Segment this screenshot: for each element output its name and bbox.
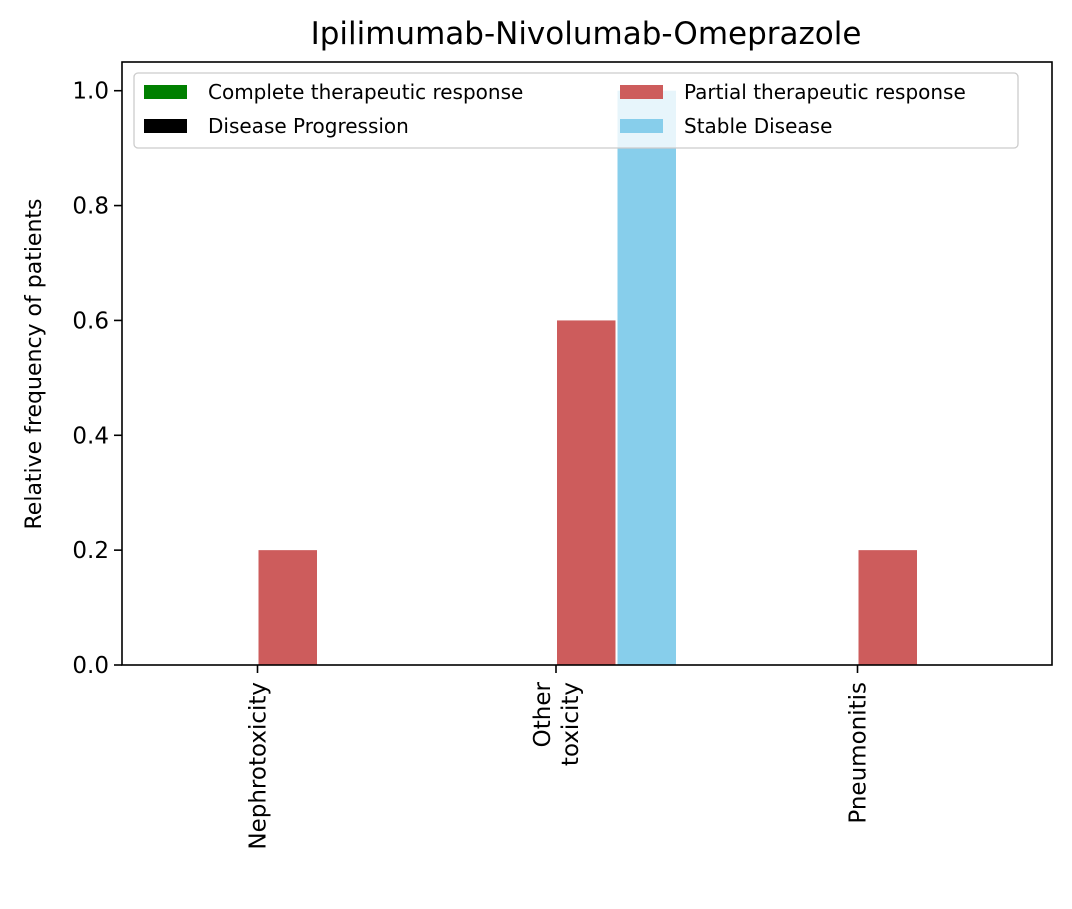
y-tick-label: 1.0 <box>72 79 109 105</box>
legend-swatch <box>620 119 663 133</box>
x-tick-label: Nephrotoxicity <box>246 682 272 850</box>
bar-stable-disease-1 <box>617 90 676 665</box>
legend-label: Stable Disease <box>684 114 832 138</box>
bar-partial-therapeutic-response-0 <box>258 550 317 665</box>
bars-group <box>258 90 917 665</box>
chart-title: Ipilimumab-Nivolumab-Omeprazole <box>311 16 862 52</box>
legend-label: Complete therapeutic response <box>208 80 523 104</box>
legend-label: Disease Progression <box>208 114 409 138</box>
x-axis: Nephrotoxicity Othertoxicity Pneumonitis <box>246 665 872 850</box>
y-tick-label: 0.6 <box>72 308 109 334</box>
bar-partial-therapeutic-response-2 <box>858 550 917 665</box>
bar-partial-therapeutic-response-1 <box>557 320 616 665</box>
legend: Complete therapeutic response Disease Pro… <box>133 72 1019 149</box>
y-axis-label: Relative frequency of patients <box>22 199 47 530</box>
plot-frame <box>121 61 1053 666</box>
legend-label: Partial therapeutic response <box>684 80 966 104</box>
x-tick-label: Pneumonitis <box>846 682 872 824</box>
y-tick-label: 0.8 <box>72 194 109 220</box>
y-axis: 0.0 0.2 0.4 0.6 0.8 1.0 <box>72 79 122 679</box>
y-tick-label: 0.0 <box>72 653 109 679</box>
legend-swatch <box>144 85 187 99</box>
y-tick-label: 0.4 <box>72 423 109 449</box>
y-tick-label: 0.2 <box>72 538 109 564</box>
legend-swatch <box>144 119 187 133</box>
legend-box <box>133 72 1019 149</box>
legend-swatch <box>620 85 663 99</box>
x-tick-label: Othertoxicity <box>530 681 584 766</box>
